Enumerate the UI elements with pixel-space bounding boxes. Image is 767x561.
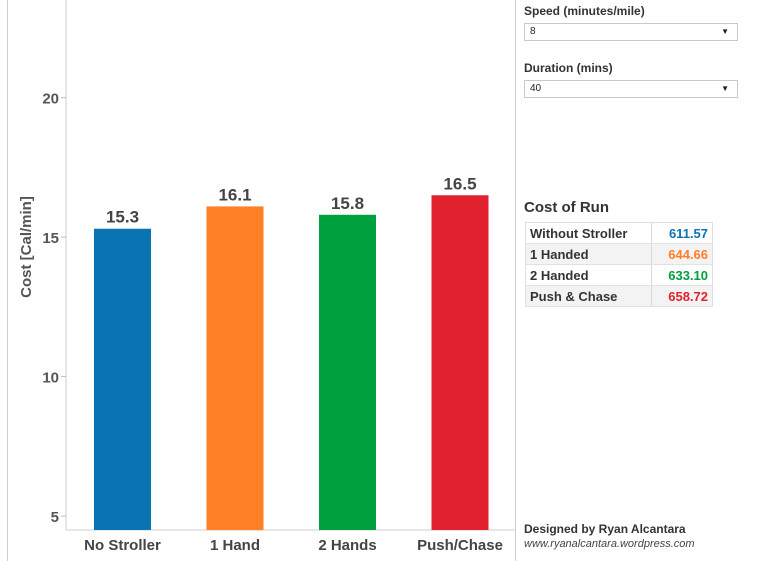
left-border: [7, 0, 8, 561]
table-row: Push & Chase 658.72: [525, 285, 713, 307]
data-label: 16.5: [443, 174, 476, 193]
duration-label: Duration (mins): [524, 61, 613, 75]
speed-label: Speed (minutes/mile): [524, 4, 645, 18]
row-label: 2 Handed: [525, 264, 652, 286]
duration-value: 40: [530, 83, 542, 94]
data-label: 15.8: [331, 194, 364, 213]
table-row: 2 Handed 633.10: [525, 264, 713, 286]
chevron-down-icon: ▼: [721, 27, 729, 36]
bar-chart-svg: 5 10 15 20 Cost [Cal/min] 15.3 No Stroller 16.1…: [18, 0, 515, 554]
table-row: Without Stroller 611.57: [525, 222, 713, 244]
bar[interactable]: [431, 195, 489, 530]
designer-credit: Designed by Ryan Alcantara: [524, 522, 686, 536]
y-tick-label: 10: [42, 370, 59, 387]
stroller-cost-chart: 5 10 15 20 Cost [Cal/min] 15.3 No Stroller 16.1…: [18, 0, 515, 554]
speed-control: Speed (minutes/mile) 8 ▼: [524, 4, 738, 41]
website-link[interactable]: www.ryanalcantara.wordpress.com: [524, 538, 695, 550]
row-value: 644.66: [651, 243, 713, 265]
y-tick-label: 5: [51, 509, 59, 526]
row-label: 1 Handed: [525, 243, 652, 265]
row-value: 658.72: [651, 285, 713, 307]
bar[interactable]: [319, 214, 376, 530]
speed-value: 8: [530, 26, 536, 37]
cost-of-run-title: Cost of Run: [524, 199, 609, 216]
duration-dropdown[interactable]: 40 ▼: [524, 80, 738, 98]
cost-of-run-table: Without Stroller 611.57 1 Handed 644.66 2 Ha…: [525, 222, 713, 307]
chevron-down-icon: ▼: [721, 84, 729, 93]
x-tick-label: 1 Hand: [210, 537, 260, 554]
x-tick-label: No Stroller: [84, 537, 161, 554]
row-value: 611.57: [651, 222, 713, 244]
x-tick-label: 2 Hands: [318, 537, 376, 554]
y-axis-label: Cost [Cal/min]: [18, 196, 35, 298]
bar[interactable]: [94, 228, 151, 530]
duration-control: Duration (mins) 40 ▼: [524, 61, 738, 98]
data-label: 15.3: [106, 208, 139, 227]
y-tick-label: 15: [42, 230, 59, 247]
bar[interactable]: [206, 206, 264, 530]
x-tick-label: Push/Chase: [417, 537, 503, 554]
speed-dropdown[interactable]: 8 ▼: [524, 23, 738, 41]
row-value: 633.10: [651, 264, 713, 286]
row-label: Push & Chase: [525, 285, 652, 307]
data-label: 16.1: [218, 185, 251, 204]
panel-divider: [515, 0, 516, 561]
credit-block: Designed by Ryan Alcantara www.ryanalcan…: [524, 522, 695, 550]
y-tick-label: 20: [42, 91, 59, 108]
table-row: 1 Handed 644.66: [525, 243, 713, 265]
row-label: Without Stroller: [525, 222, 652, 244]
